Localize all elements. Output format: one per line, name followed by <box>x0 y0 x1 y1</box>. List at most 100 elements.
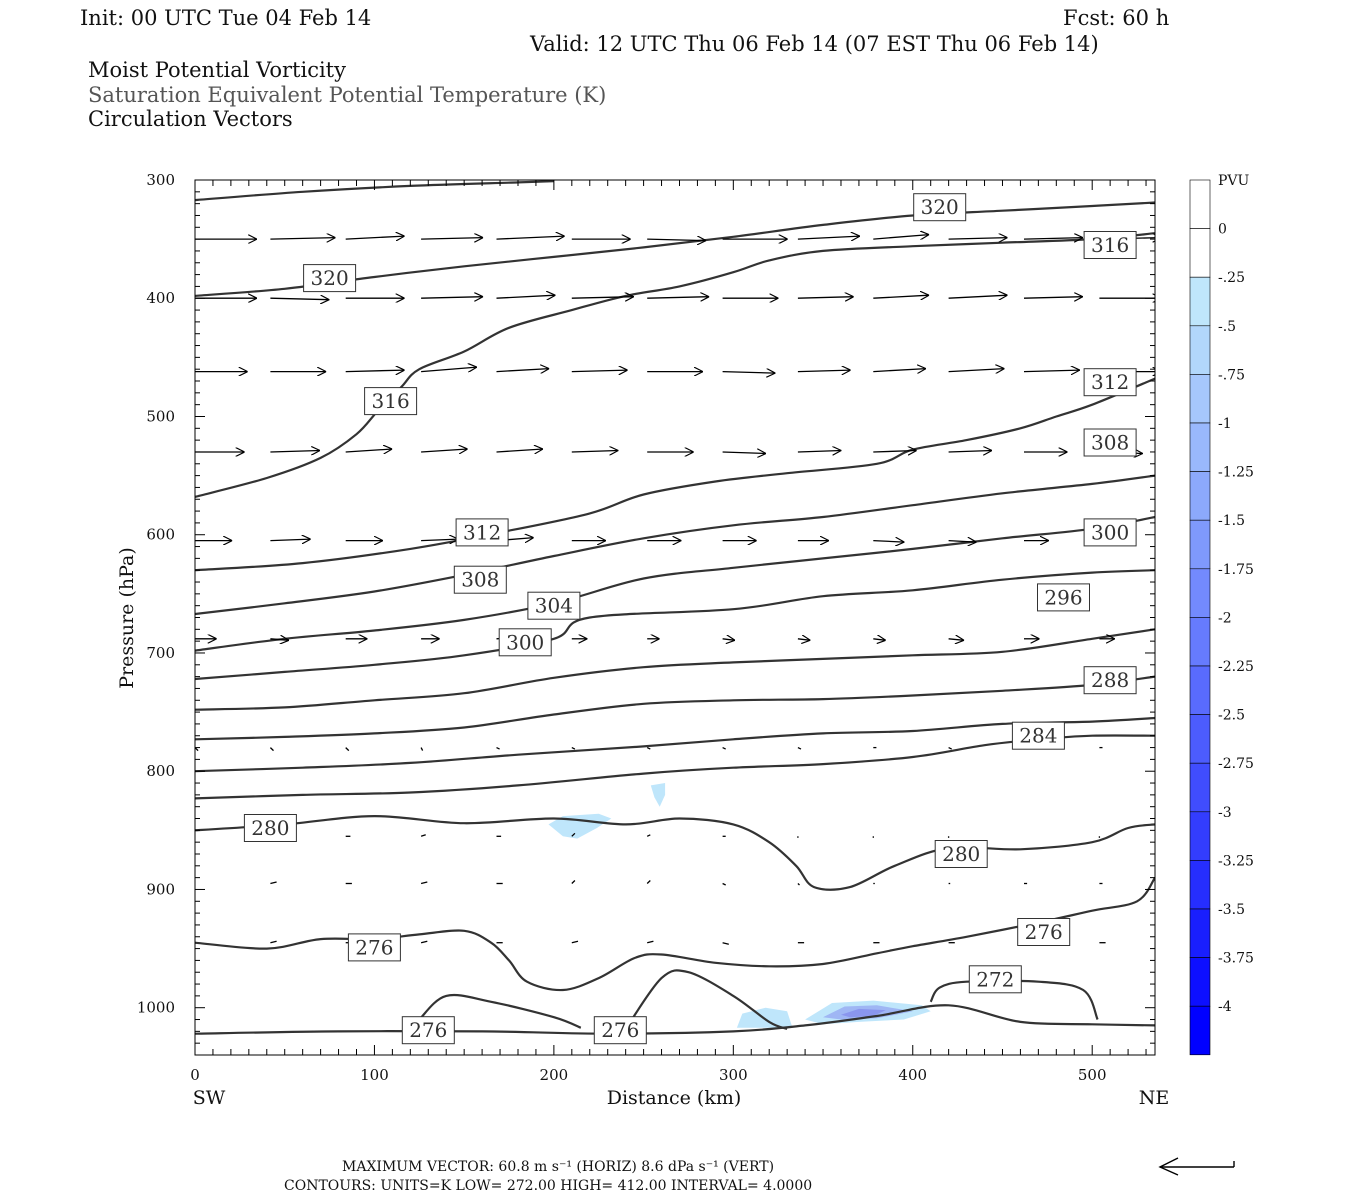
x-tick-label-0: 0 <box>190 1066 200 1084</box>
vector-688-378 <box>873 639 885 641</box>
x-tick-label-200: 200 <box>540 1066 569 1084</box>
vector-945-126 <box>420 940 428 944</box>
y-tick-label-700: 700 <box>146 644 175 662</box>
contour-label-box-7 <box>1083 518 1137 547</box>
contour-label-box-11 <box>498 628 552 657</box>
contour-label-box-14 <box>243 814 297 842</box>
vector-462-126 <box>421 367 477 372</box>
contour-label-304-9: 304 <box>535 594 573 618</box>
vector-462-462 <box>1023 370 1080 372</box>
vector-462-84 <box>345 370 405 372</box>
vector-400-378 <box>873 295 929 298</box>
vector-350-462 <box>1023 238 1083 240</box>
vector-462-420 <box>948 369 1005 372</box>
contour-label-box-1 <box>1083 231 1137 259</box>
colorbar-box-9 <box>1189 617 1211 667</box>
y-tick-label-500: 500 <box>146 407 175 425</box>
colorbar-box-4 <box>1189 374 1211 424</box>
colorbar-label-3: -.75 <box>1218 367 1245 383</box>
axis-ticks: 0 100 200 300 400 500 300 400 500 600 700 800 900 100… <box>137 171 1155 1084</box>
contour-label-box-9 <box>527 591 581 620</box>
max-vector-info: MAXIMUM VECTOR: 60.8 m s⁻¹ (HORIZ) 8.6 d… <box>342 1159 774 1175</box>
vector-400-420 <box>948 295 1008 298</box>
vector-605-420 <box>948 541 977 543</box>
field-title-vectors: Circulation Vectors <box>88 107 293 131</box>
colorbar-box-3 <box>1189 325 1211 375</box>
contour-label-280-15: 280 <box>942 842 980 866</box>
vector-780-336 <box>797 747 802 750</box>
contour-320-1 <box>195 201 1155 297</box>
contour-label-box-6 <box>455 518 509 547</box>
contour-label-312-4: 312 <box>1091 370 1129 394</box>
vector-350-378 <box>873 235 929 240</box>
vector-895-126 <box>420 881 428 885</box>
vector-780-420 <box>948 747 952 750</box>
contour-label-box-12 <box>1083 666 1137 695</box>
contour-label-312-6: 312 <box>463 520 501 544</box>
contour-label-276-17: 276 <box>355 935 393 959</box>
colorbar-box-17 <box>1189 1005 1211 1056</box>
vector-855-252 <box>646 834 651 837</box>
vector-400-168 <box>496 295 556 298</box>
contour-label-308-5: 308 <box>1091 431 1129 455</box>
vector-895-42 <box>270 881 277 885</box>
vector-400-210 <box>571 297 634 299</box>
contour-label-box-15 <box>934 840 988 868</box>
contour-label-300-7: 300 <box>1091 520 1129 544</box>
reference-vector-arrow <box>1158 1157 1235 1176</box>
vector-530-84 <box>345 449 393 452</box>
footer: MAXIMUM VECTOR: 60.8 m s⁻¹ (HORIZ) 8.6 d… <box>284 1157 1235 1194</box>
vector-462-210 <box>571 370 628 372</box>
contour-label-box-4 <box>1083 368 1137 397</box>
colorbar-label-9: -2.25 <box>1218 659 1254 675</box>
colorbar-box-7 <box>1189 519 1211 570</box>
contour-label-box-20 <box>593 1016 647 1045</box>
colorbar-box-5 <box>1189 422 1211 472</box>
contour-label-box-0 <box>913 193 967 222</box>
contour-label-box-8 <box>453 565 507 594</box>
contour-316-2 <box>195 232 1155 498</box>
vector-895-336 <box>797 883 800 886</box>
vector-780-294 <box>722 747 726 750</box>
vector-945-294 <box>722 942 729 945</box>
colorbar-label-8: -2 <box>1218 610 1232 626</box>
contour-labels: 320 316 320 316 312 308 312 300 308 304 296 300 288 2… <box>243 193 1137 1045</box>
contour-320-0 <box>195 180 554 202</box>
contour-304-5 <box>195 515 1155 652</box>
contour-label-316-3: 316 <box>372 389 410 413</box>
contour-300-6 <box>195 569 1155 681</box>
contour-280-11 <box>195 814 1155 891</box>
y-tick-label-1000: 1000 <box>137 999 175 1017</box>
vector-605-126 <box>421 539 458 541</box>
field-title-theta-es: Saturation Equivalent Potential Temperat… <box>88 83 606 107</box>
circulation-vectors <box>195 235 1155 945</box>
colorbar-box-10 <box>1189 665 1211 715</box>
colorbar-box-2 <box>1189 276 1211 327</box>
vector-780-126 <box>420 747 424 751</box>
x-tick-label-500: 500 <box>1078 1066 1107 1084</box>
colorbar-label-12: -3 <box>1218 805 1232 821</box>
x-tick-label-100: 100 <box>360 1066 389 1084</box>
vector-780-0 <box>195 747 199 752</box>
vector-895-294 <box>722 882 726 886</box>
vector-780-252 <box>646 747 651 750</box>
contour-label-320-0: 320 <box>921 195 959 219</box>
contour-info: CONTOURS: UNITS=K LOW= 272.00 HIGH= 412.… <box>284 1178 812 1194</box>
contour-label-box-2 <box>303 264 357 293</box>
vector-605-42 <box>270 539 310 541</box>
contour-label-box-19 <box>401 1016 455 1045</box>
contour-label-272-18: 272 <box>976 967 1014 991</box>
contour-label-276-19: 276 <box>409 1018 447 1042</box>
vector-400-462 <box>1023 297 1083 299</box>
contour-label-box-10 <box>1037 583 1090 612</box>
x-end-label-right: NE <box>1139 1087 1170 1109</box>
vector-688-42 <box>270 639 289 641</box>
colorbar-label-6: -1.5 <box>1218 513 1245 529</box>
vector-945-42 <box>270 940 277 944</box>
vector-530-420 <box>948 451 992 453</box>
x-end-label-left: SW <box>193 1087 226 1109</box>
colorbar-box-13 <box>1189 811 1211 861</box>
mpv-shading <box>548 783 931 1028</box>
vector-400-42 <box>270 298 329 300</box>
contour-276-14 <box>624 969 788 1031</box>
